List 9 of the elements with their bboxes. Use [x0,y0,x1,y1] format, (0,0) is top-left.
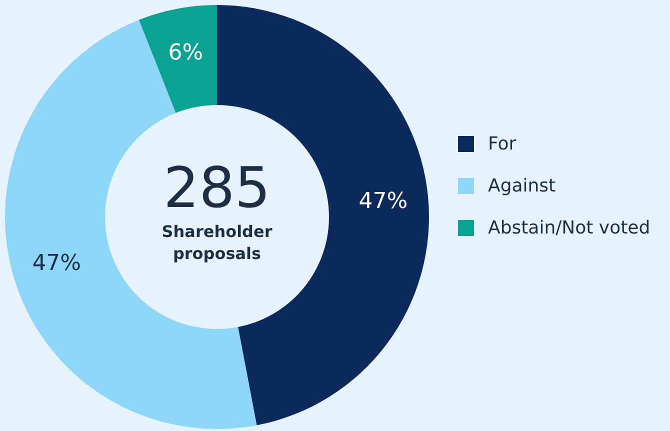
text: Shareholder proposals [162,222,272,263]
donut-slice [138,5,217,113]
data-label: 6% [168,40,204,66]
legend-label: Against [488,176,556,196]
data-label: 47% [358,188,408,214]
data-label: 47% [32,251,82,276]
legend-label: For [488,134,517,154]
text: 285 [164,156,270,221]
legend-label: Abstain/Not voted [488,218,650,238]
